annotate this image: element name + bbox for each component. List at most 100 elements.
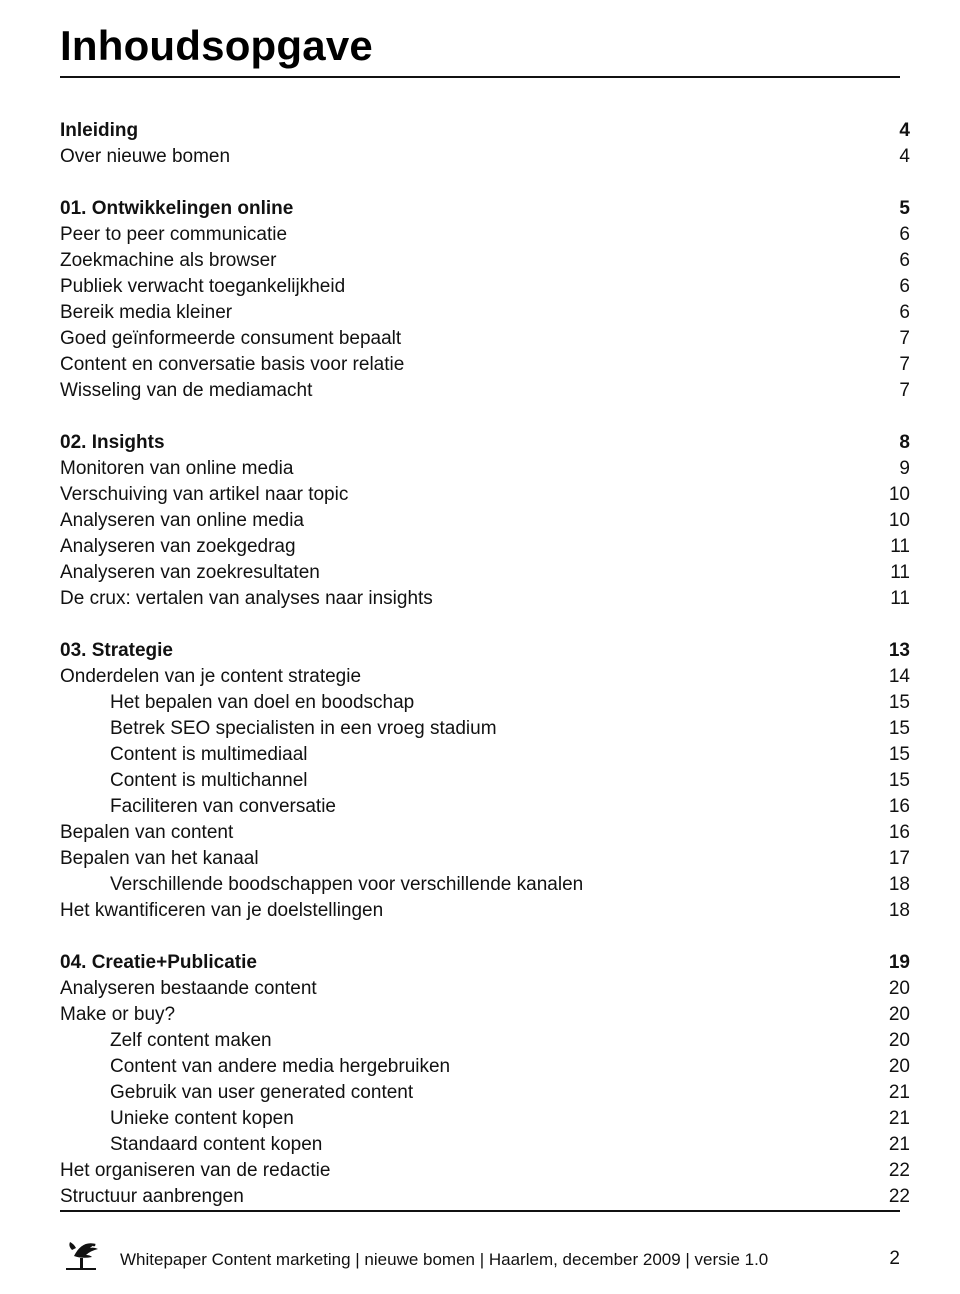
- toc-row: Make or buy?20: [60, 1002, 910, 1028]
- toc-section: 03. Strategie13Onderdelen van je content…: [60, 638, 910, 924]
- toc-row: Faciliteren van conversatie16: [60, 794, 910, 820]
- toc-label: 01. Ontwikkelingen online: [60, 196, 879, 222]
- toc-label: Content is multichannel: [60, 768, 869, 794]
- toc-section: 02. Insights8Monitoren van online media9…: [60, 430, 910, 612]
- toc-row: Content van andere media hergebruiken20: [60, 1054, 910, 1080]
- toc-page-number: 10: [869, 508, 910, 534]
- toc-page-number: 4: [879, 118, 910, 144]
- footer-left: Whitepaper Content marketing | nieuwe bo…: [60, 1226, 768, 1270]
- toc-page-number: 11: [870, 586, 910, 612]
- toc-row: Publiek verwacht toegankelijkheid6: [60, 274, 910, 300]
- toc-page-number: 18: [869, 872, 910, 898]
- page-container: Inhoudsopgave Inleiding4Over nieuwe bome…: [0, 0, 960, 1294]
- toc-page-number: 8: [879, 430, 910, 456]
- toc-section: 04. Creatie+Publicatie19Analyseren besta…: [60, 950, 910, 1210]
- toc-label: Analyseren van zoekresultaten: [60, 560, 870, 586]
- toc-label: Verschillende boodschappen voor verschil…: [60, 872, 869, 898]
- toc-page-number: 17: [869, 846, 910, 872]
- toc-row: Wisseling van de mediamacht7: [60, 378, 910, 404]
- toc-label: Inleiding: [60, 118, 879, 144]
- toc-page-number: 15: [869, 690, 910, 716]
- toc-page-number: 20: [869, 1002, 910, 1028]
- toc-row: Analyseren van zoekresultaten11: [60, 560, 910, 586]
- toc-label: Content en conversatie basis voor relati…: [60, 352, 879, 378]
- toc-page-number: 6: [879, 300, 910, 326]
- toc-row: Structuur aanbrengen22: [60, 1184, 910, 1210]
- toc-row: 02. Insights8: [60, 430, 910, 456]
- toc-page-number: 20: [869, 1028, 910, 1054]
- table-of-contents: Inleiding4Over nieuwe bomen401. Ontwikke…: [60, 118, 910, 1210]
- bird-tree-logo-icon: [60, 1226, 108, 1270]
- toc-label: Onderdelen van je content strategie: [60, 664, 869, 690]
- toc-label: Analyseren van zoekgedrag: [60, 534, 870, 560]
- toc-page-number: 21: [869, 1080, 910, 1106]
- toc-label: Betrek SEO specialisten in een vroeg sta…: [60, 716, 869, 742]
- toc-row: Analyseren van zoekgedrag11: [60, 534, 910, 560]
- toc-row: Gebruik van user generated content21: [60, 1080, 910, 1106]
- toc-label: Het bepalen van doel en boodschap: [60, 690, 869, 716]
- toc-row: Analyseren bestaande content20: [60, 976, 910, 1002]
- footer-text: Whitepaper Content marketing | nieuwe bo…: [120, 1250, 768, 1270]
- toc-page-number: 21: [869, 1132, 910, 1158]
- toc-page-number: 15: [869, 742, 910, 768]
- toc-row: Over nieuwe bomen4: [60, 144, 910, 170]
- toc-label: Analyseren van online media: [60, 508, 869, 534]
- toc-page-number: 6: [879, 248, 910, 274]
- toc-page-number: 18: [869, 898, 910, 924]
- toc-label: Gebruik van user generated content: [60, 1080, 869, 1106]
- footer-line: Whitepaper Content marketing | nieuwe bo…: [60, 1226, 900, 1270]
- toc-row: Verschillende boodschappen voor verschil…: [60, 872, 910, 898]
- toc-label: Faciliteren van conversatie: [60, 794, 869, 820]
- toc-row: Bereik media kleiner6: [60, 300, 910, 326]
- toc-label: De crux: vertalen van analyses naar insi…: [60, 586, 870, 612]
- toc-label: Bepalen van content: [60, 820, 869, 846]
- toc-row: 03. Strategie13: [60, 638, 910, 664]
- toc-row: Bepalen van content16: [60, 820, 910, 846]
- toc-page-number: 6: [879, 274, 910, 300]
- toc-row: Monitoren van online media9: [60, 456, 910, 482]
- toc-row: Zelf content maken20: [60, 1028, 910, 1054]
- toc-row: Peer to peer communicatie6: [60, 222, 910, 248]
- toc-row: Verschuiving van artikel naar topic10: [60, 482, 910, 508]
- toc-label: Analyseren bestaande content: [60, 976, 869, 1002]
- toc-row: Content en conversatie basis voor relati…: [60, 352, 910, 378]
- toc-row: 01. Ontwikkelingen online5: [60, 196, 910, 222]
- toc-label: Peer to peer communicatie: [60, 222, 879, 248]
- toc-page-number: 13: [869, 638, 910, 664]
- toc-page-number: 11: [870, 534, 910, 560]
- toc-label: Zoekmachine als browser: [60, 248, 879, 274]
- toc-row: Het kwantificeren van je doelstellingen1…: [60, 898, 910, 924]
- toc-page-number: 4: [879, 144, 910, 170]
- toc-page-number: 15: [869, 768, 910, 794]
- toc-label: Verschuiving van artikel naar topic: [60, 482, 869, 508]
- toc-row: Unieke content kopen21: [60, 1106, 910, 1132]
- toc-label: Standaard content kopen: [60, 1132, 869, 1158]
- toc-page-number: 22: [869, 1158, 910, 1184]
- toc-page-number: 15: [869, 716, 910, 742]
- toc-row: Content is multichannel15: [60, 768, 910, 794]
- toc-page-number: 14: [869, 664, 910, 690]
- toc-page-number: 20: [869, 976, 910, 1002]
- footer-divider: [60, 1210, 900, 1212]
- toc-row: Het organiseren van de redactie22: [60, 1158, 910, 1184]
- page-footer: Whitepaper Content marketing | nieuwe bo…: [60, 1210, 900, 1270]
- toc-row: Goed geïnformeerde consument bepaalt7: [60, 326, 910, 352]
- toc-label: Bereik media kleiner: [60, 300, 879, 326]
- toc-label: 02. Insights: [60, 430, 879, 456]
- toc-label: 03. Strategie: [60, 638, 869, 664]
- toc-label: Bepalen van het kanaal: [60, 846, 869, 872]
- toc-label: Content is multimediaal: [60, 742, 869, 768]
- toc-label: Make or buy?: [60, 1002, 869, 1028]
- toc-page-number: 16: [869, 794, 910, 820]
- toc-label: Over nieuwe bomen: [60, 144, 879, 170]
- toc-label: Publiek verwacht toegankelijkheid: [60, 274, 879, 300]
- toc-page-number: 11: [870, 560, 910, 586]
- toc-page-number: 10: [869, 482, 910, 508]
- toc-page-number: 7: [879, 352, 910, 378]
- toc-row: Bepalen van het kanaal17: [60, 846, 910, 872]
- toc-page-number: 21: [869, 1106, 910, 1132]
- page-title: Inhoudsopgave: [60, 22, 900, 70]
- toc-page-number: 5: [879, 196, 910, 222]
- toc-label: Goed geïnformeerde consument bepaalt: [60, 326, 879, 352]
- toc-row: Onderdelen van je content strategie14: [60, 664, 910, 690]
